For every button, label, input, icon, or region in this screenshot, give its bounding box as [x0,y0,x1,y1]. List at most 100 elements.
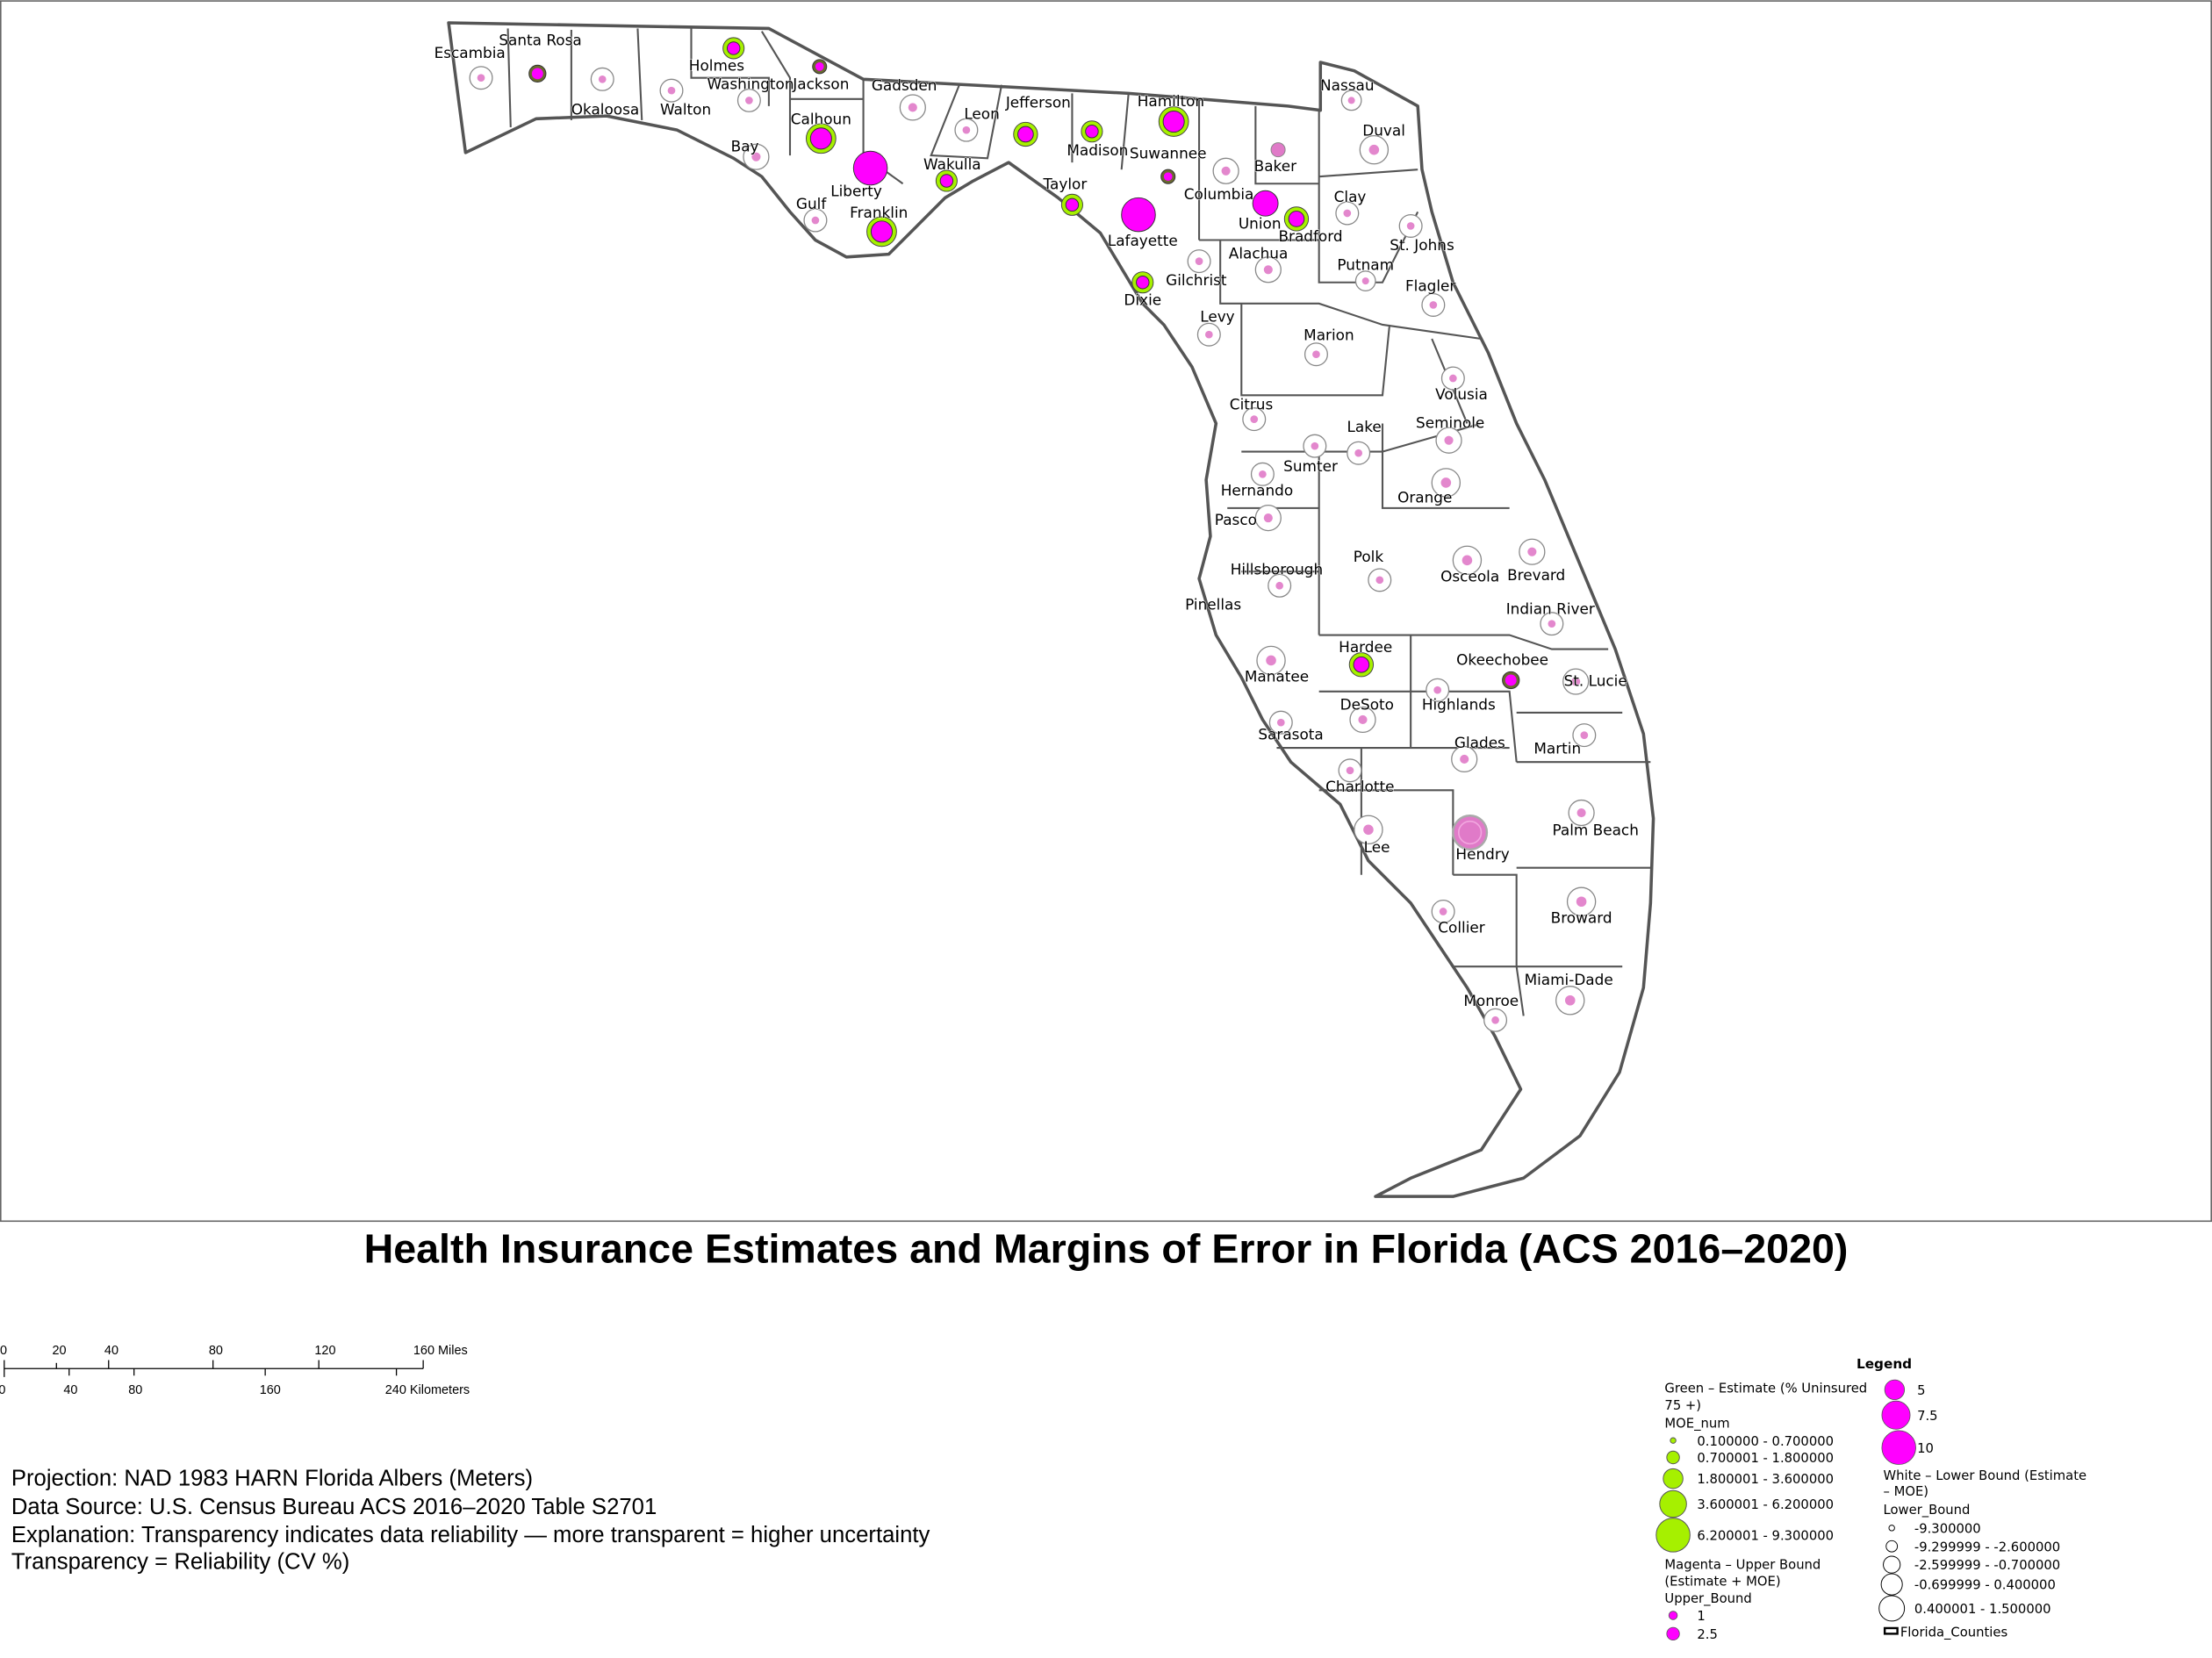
county-label: Hardee [1339,638,1392,656]
county-symbol [1304,342,1328,367]
county-label: Jefferson [1005,93,1071,111]
county-label: Wakulla [923,155,981,173]
county-label: Collier [1438,919,1485,937]
county-label: Martin [1533,740,1581,757]
upper-bound-circle [1259,470,1267,478]
county-symbol [803,208,828,233]
upper-bound-circle [809,127,832,150]
county-label: Holmes [689,57,744,75]
upper-bound-circle [1460,754,1469,764]
county-symbol [1483,1008,1508,1032]
transparency-note: Transparency = Reliability (CV %) [11,1549,349,1574]
county-label: Okeechobee [1456,650,1548,668]
upper-bound-circle [1017,126,1034,143]
upper-bound-circle [1363,824,1374,836]
county-symbol [1562,668,1590,695]
county-symbols [469,37,1597,1032]
upper-bound-circle [1564,994,1576,1006]
upper-bound-circle [751,152,761,161]
county-symbol [1187,249,1211,274]
legend-white-swatch [1883,1555,1901,1574]
county-label: Washington [707,75,794,93]
florida-outline [447,21,1655,1198]
legend-magenta-swatch [1884,1379,1906,1400]
explanation-note: Explanation: Transparency indicates data… [11,1523,930,1547]
upper-bound-circle [1311,441,1319,450]
legend-magenta-title-2: (Estimate + MOE) [1664,1575,1780,1590]
legend-white-title: White – Lower Bound (Estimate [1884,1468,2087,1483]
upper-bound-circle [1429,301,1438,309]
county-boundaries [506,28,1651,1016]
county-symbol [866,216,897,248]
county-label: Liberty [830,183,882,200]
scale-miles-label: 20 [52,1344,66,1358]
lower-bound-circle [1457,820,1483,845]
county-label: Osceola [1440,567,1499,585]
county-symbol [806,123,837,154]
county-symbol [1440,366,1465,391]
county-symbol [1268,710,1293,735]
legend-green-title-2: 75 +) [1664,1398,1701,1413]
legend-green-class: 1.800001 - 3.600000 [1697,1472,1834,1487]
county-symbol [1452,545,1483,576]
county-label: Gadsden [872,76,937,94]
county-label: Escambia [434,44,506,61]
legend-white-class: 0.400001 - 1.500000 [1914,1602,2051,1617]
legend-green-swatch [1670,1437,1677,1444]
county-symbol [1572,723,1597,748]
county-symbol [1359,134,1390,165]
county-symbol [1270,142,1286,158]
legend-magenta-class: 7.5 [1917,1409,1937,1424]
county-label: Highlands [1422,696,1496,714]
county-label: Union [1239,215,1282,233]
county-label: Marion [1304,327,1354,344]
scale-km-label: 160 [260,1383,281,1397]
county-symbol [1347,441,1371,465]
legend-white-class: -0.699999 - 0.400000 [1914,1578,2056,1593]
upper-bound-circle [727,41,741,55]
upper-bound-circle [815,62,824,71]
county-label: Bay [731,137,759,154]
legend-green-class: 0.700001 - 1.800000 [1697,1451,1834,1466]
county-label: Gulf [796,195,827,212]
scale-miles-label: 40 [104,1344,118,1358]
county-symbol [1338,758,1362,783]
upper-bound-circle [811,216,820,225]
upper-bound-circle [1368,144,1380,155]
upper-bound-circle [1346,766,1354,775]
upper-bound-circle [1358,714,1368,725]
county-symbol [1268,573,1292,598]
upper-bound-circle [1433,685,1442,694]
legend-green-swatch [1655,1518,1691,1553]
legend-white-class: -9.299999 - -2.600000 [1914,1540,2060,1554]
legend-white-field: Lower_Bound [1884,1503,1971,1518]
upper-bound-circle [1347,97,1355,104]
county-symbol [1452,815,1489,851]
upper-bound-circle [1266,655,1276,666]
upper-bound-circle [1204,330,1213,339]
county-symbol [1252,190,1279,217]
upper-bound-circle [1462,555,1473,566]
county-symbol [659,78,684,103]
county-symbol [1158,106,1189,137]
legend-magenta-swatch [1881,1400,1911,1430]
upper-bound-circle [1263,513,1273,523]
county-label: Franklin [850,204,908,221]
scale-miles-label: 0 [0,1344,7,1358]
upper-bound-circle [1444,435,1454,445]
county-label: Columbia [1184,185,1254,203]
county-label: Santa Rosa [499,32,581,49]
county-label: Sumter [1283,457,1338,475]
upper-bound-circle [745,97,753,104]
upper-bound-circle [1527,547,1537,556]
upper-bound-circle [598,75,607,83]
scale-miles-label: 80 [209,1344,223,1358]
county-label: Citrus [1230,395,1273,413]
county-label: Madison [1066,141,1128,159]
county-label: Lee [1364,838,1390,856]
legend-green-swatch [1659,1489,1687,1518]
county-symbol [1254,256,1282,284]
county-symbol [736,88,761,112]
